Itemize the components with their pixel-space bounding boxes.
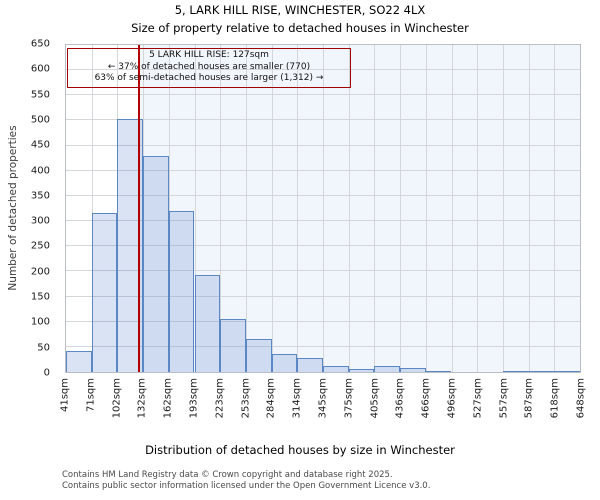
histogram-bar (66, 351, 92, 372)
footer: Contains HM Land Registry data © Crown c… (62, 470, 430, 492)
y-tick-label: 100 (30, 316, 50, 328)
v-gridline (297, 45, 299, 372)
y-tick-label: 200 (30, 266, 50, 278)
footer-line-1: Contains HM Land Registry data © Crown c… (62, 470, 393, 480)
histogram-bar (220, 319, 246, 372)
histogram-bar (297, 358, 323, 372)
v-gridline (91, 45, 93, 372)
y-tick-label: 350 (30, 190, 50, 202)
annotation-line-1: 5 LARK HILL RISE: 127sqm (149, 50, 269, 60)
histogram-bar (374, 366, 401, 372)
x-tick-label: 253sqm (240, 378, 252, 419)
y-tick-label: 600 (30, 63, 50, 75)
x-tick-label: 193sqm (188, 378, 200, 419)
histogram-bar (425, 370, 452, 372)
histogram-bar (143, 155, 169, 372)
v-gridline (323, 45, 324, 372)
x-tick-label: 648sqm (575, 378, 587, 419)
y-tick-label: 150 (30, 291, 50, 303)
v-gridline (220, 45, 222, 372)
footer-line-2: Contains public sector information licen… (62, 481, 431, 491)
x-tick-label: 102sqm (111, 378, 123, 419)
x-tick-label: 71sqm (85, 378, 97, 413)
x-tick-label: 223sqm (214, 378, 226, 419)
chart-title: 5, LARK HILL RISE, WINCHESTER, SO22 4LX (174, 3, 426, 17)
v-gridline (425, 45, 427, 372)
histogram-bar (400, 368, 426, 372)
histogram-bar (502, 371, 529, 372)
y-tick-label: 250 (30, 240, 50, 252)
x-tick-label: 496sqm (446, 378, 458, 419)
histogram-bar (348, 368, 375, 372)
histogram-bar (168, 211, 195, 372)
x-tick-label: 314sqm (291, 378, 303, 419)
v-gridline (194, 45, 196, 372)
larger-region-highlight (138, 45, 580, 372)
y-tick-label: 550 (30, 89, 50, 101)
chart-subtitle: Size of property relative to detached ho… (131, 21, 469, 35)
histogram-bar (554, 371, 580, 372)
histogram-bar (91, 212, 118, 372)
v-gridline (554, 45, 556, 372)
v-gridline (168, 45, 170, 372)
annotation-box: 5 LARK HILL RISE: 127sqm ← 37% of detach… (67, 48, 351, 88)
x-tick-label: 375sqm (343, 378, 355, 419)
y-tick-label: 50 (37, 342, 50, 354)
annotation-line-2: ← 37% of detached houses are smaller (77… (107, 61, 311, 72)
y-tick-labels: 0 50 100 150 200 250 300 350 400 450 500 550 600 650 (0, 39, 57, 379)
x-tick-label: 345sqm (317, 378, 329, 419)
v-gridline (502, 45, 504, 372)
v-gridline (400, 45, 402, 372)
plot-area: 5 LARK HILL RISE: 127sqm ← 37% of detach… (65, 44, 581, 373)
x-tick-label: 41sqm (59, 378, 71, 413)
v-gridline (528, 45, 530, 372)
x-tick-label: 618sqm (549, 378, 561, 419)
v-gridline (245, 45, 247, 372)
x-tick-labels: 41sqm 71sqm 102sqm 132sqm 162sqm 193sqm 223sqm… (60, 378, 587, 444)
x-tick-label: 405sqm (369, 378, 381, 419)
x-tick-label: 466sqm (420, 378, 432, 419)
y-tick-label: 400 (30, 165, 50, 177)
x-axis-label: Distribution of detached houses by size … (145, 443, 455, 457)
v-gridline (477, 45, 479, 372)
property-size-marker-line (137, 45, 140, 372)
y-tick-label: 500 (30, 114, 50, 126)
histogram-bar (323, 365, 349, 372)
y-tick-label: 650 (30, 38, 50, 50)
y-tick-label: 450 (30, 139, 50, 151)
y-tick-label: 0 (43, 367, 50, 379)
histogram-bar (271, 354, 298, 372)
y-tick-label: 300 (30, 215, 50, 227)
v-gridline (271, 45, 273, 372)
v-gridline (374, 45, 376, 372)
histogram-bar (194, 274, 221, 372)
x-tick-label: 587sqm (523, 378, 535, 419)
histogram-bar (528, 371, 555, 372)
x-tick-label: 436sqm (394, 378, 406, 419)
x-tick-label: 527sqm (472, 378, 484, 419)
x-tick-label: 162sqm (162, 378, 174, 419)
x-tick-label: 132sqm (136, 378, 148, 419)
x-tick-label: 557sqm (498, 378, 510, 419)
histogram-bar (245, 338, 272, 372)
x-tick-label: 284sqm (265, 378, 277, 419)
annotation-line-3: 63% of semi-detached houses are larger (… (94, 73, 324, 83)
v-gridline (348, 45, 350, 372)
v-gridline (451, 45, 453, 372)
